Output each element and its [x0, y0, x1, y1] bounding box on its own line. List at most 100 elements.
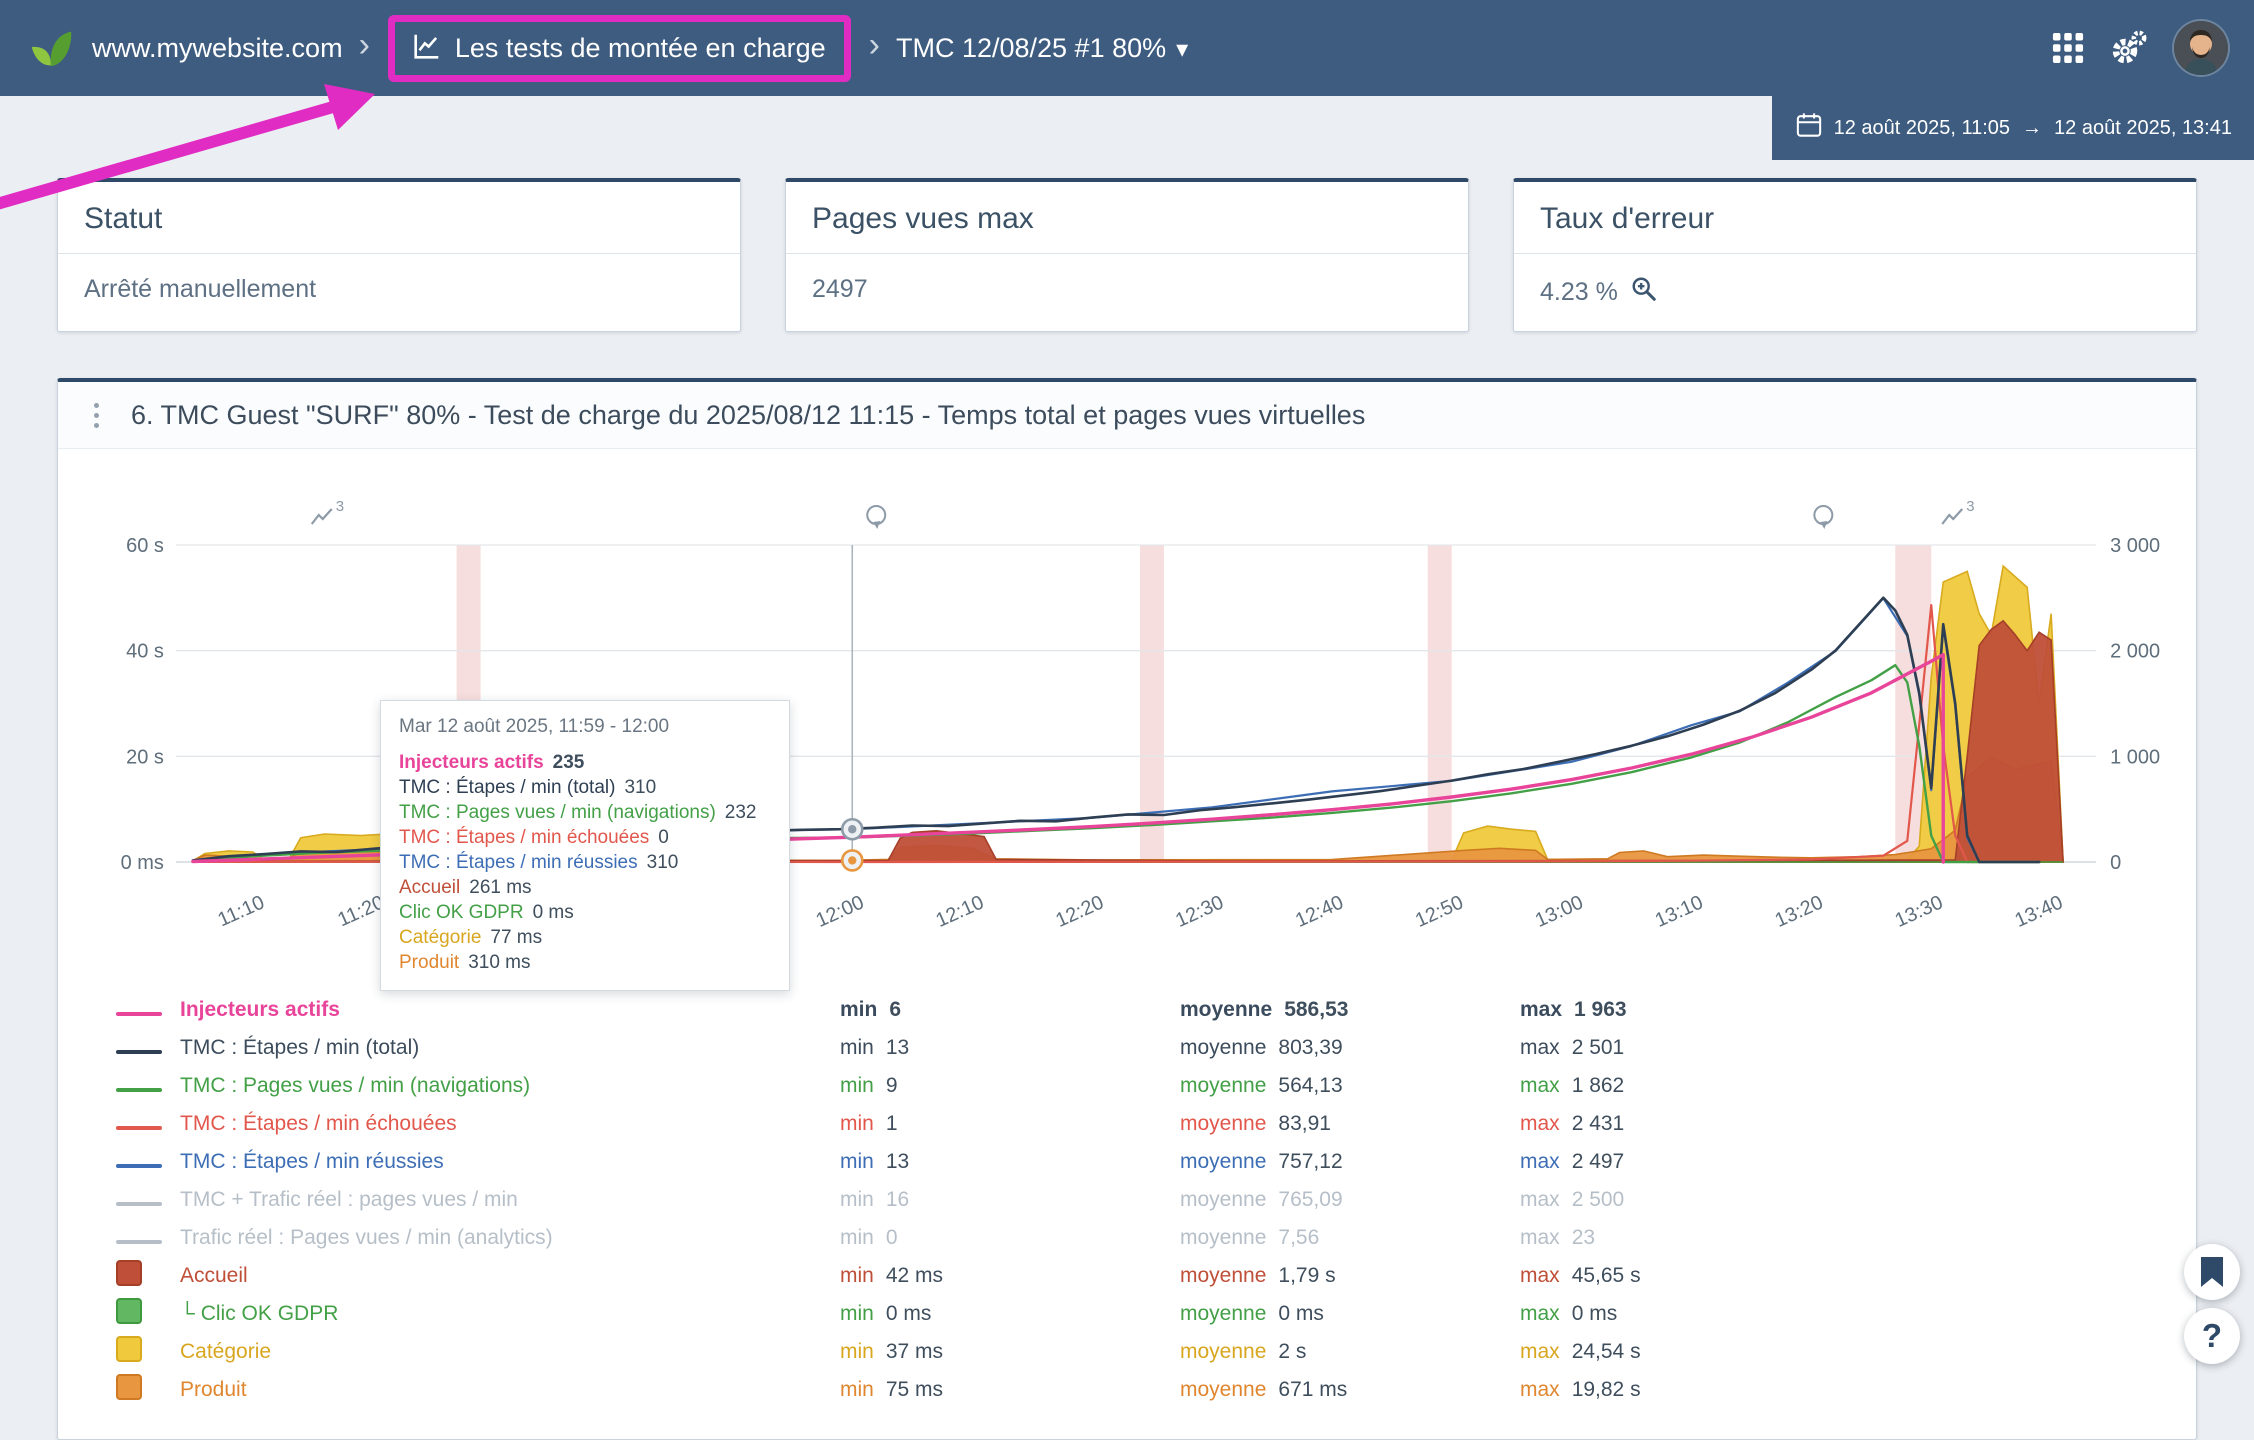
legend-swatch	[116, 1088, 162, 1092]
daterange-row: 12 août 2025, 11:05 → 12 août 2025, 13:4…	[0, 96, 2254, 160]
legend-swatch	[116, 1336, 142, 1362]
legend-label: Injecteurs actifs	[180, 998, 840, 1022]
legend-swatch	[116, 1240, 162, 1244]
caret-down-icon: ▾	[1176, 36, 1188, 63]
tooltip-row: TMC : Pages vues / min (navigations)232	[399, 800, 771, 825]
legend-label: TMC : Étapes / min (total)	[180, 1036, 840, 1060]
legend-label: Catégorie	[180, 1340, 840, 1364]
chart-annotation-icon[interactable]	[1942, 509, 1962, 524]
svg-text:2 000: 2 000	[2110, 641, 2160, 663]
panel-header: 6. TMC Guest "SURF" 80% - Test de charge…	[58, 382, 2196, 449]
legend-label: └ Clic OK GDPR	[180, 1302, 840, 1326]
chevron-right-icon: ›	[359, 28, 370, 62]
legend-label: Produit	[180, 1378, 840, 1402]
legend-swatch	[116, 1126, 162, 1130]
legend-label: Accueil	[180, 1264, 840, 1288]
legend-swatch	[116, 1164, 162, 1168]
user-avatar[interactable]	[2174, 21, 2228, 75]
bookmark-button[interactable]	[2184, 1244, 2240, 1300]
chart-tooltip: Mar 12 août 2025, 11:59 - 12:00 Injecteu…	[380, 700, 790, 991]
legend-swatch	[116, 1012, 162, 1016]
event-band	[1428, 545, 1452, 862]
svg-text:0 ms: 0 ms	[121, 852, 164, 874]
tooltip-title: Mar 12 août 2025, 11:59 - 12:00	[399, 716, 771, 738]
chart-annotation-icon[interactable]	[312, 509, 332, 524]
svg-text:13:30: 13:30	[1892, 891, 1947, 931]
svg-text:0: 0	[2110, 852, 2121, 874]
svg-text:20 s: 20 s	[126, 746, 164, 768]
breadcrumb-test-selector[interactable]: TMC 12/08/25 #1 80%▾	[896, 33, 1188, 64]
svg-text:13:00: 13:00	[1532, 891, 1587, 931]
svg-text:3: 3	[336, 498, 344, 515]
stat-cards: Statut Arrêté manuellement Pages vues ma…	[57, 178, 2197, 332]
daterange-picker[interactable]: 12 août 2025, 11:05 → 12 août 2025, 13:4…	[1772, 96, 2254, 160]
svg-text:13:10: 13:10	[1652, 891, 1707, 931]
card-statut: Statut Arrêté manuellement	[57, 178, 741, 332]
zoom-in-icon[interactable]	[1630, 275, 1658, 310]
legend-row[interactable]: Trafic réel : Pages vues / min (analytic…	[116, 1219, 2156, 1257]
breadcrumb-section[interactable]: Les tests de montée en charge	[455, 33, 826, 64]
svg-text:11:10: 11:10	[215, 891, 268, 931]
comment-annotation-icon[interactable]	[867, 506, 885, 524]
brand-leaf-logo-icon[interactable]	[26, 23, 76, 73]
apps-grid-icon[interactable]	[2052, 32, 2084, 64]
help-button[interactable]: ?	[2184, 1308, 2240, 1364]
svg-text:3: 3	[1966, 498, 1974, 515]
legend-swatch	[116, 1202, 162, 1206]
settings-gears-icon[interactable]	[2110, 29, 2148, 67]
breadcrumb-section-highlight[interactable]: Les tests de montée en charge	[388, 15, 851, 82]
comment-annotation-icon[interactable]	[1814, 506, 1832, 524]
svg-text:1 000: 1 000	[2110, 746, 2160, 768]
svg-text:12:10: 12:10	[933, 891, 988, 931]
legend-swatch	[116, 1298, 142, 1324]
breadcrumb-site[interactable]: www.mywebsite.com	[92, 33, 343, 64]
svg-text:40 s: 40 s	[126, 641, 164, 663]
arrow-right-icon: →	[2022, 117, 2042, 140]
svg-text:12:30: 12:30	[1172, 891, 1227, 931]
panel-menu-kebab-icon[interactable]	[84, 395, 109, 436]
legend-label: Trafic réel : Pages vues / min (analytic…	[180, 1226, 840, 1250]
card-value: Arrêté manuellement	[84, 275, 316, 304]
legend-label: TMC : Étapes / min réussies	[180, 1150, 840, 1174]
card-pages-vues-max: Pages vues max 2497	[785, 178, 1469, 332]
